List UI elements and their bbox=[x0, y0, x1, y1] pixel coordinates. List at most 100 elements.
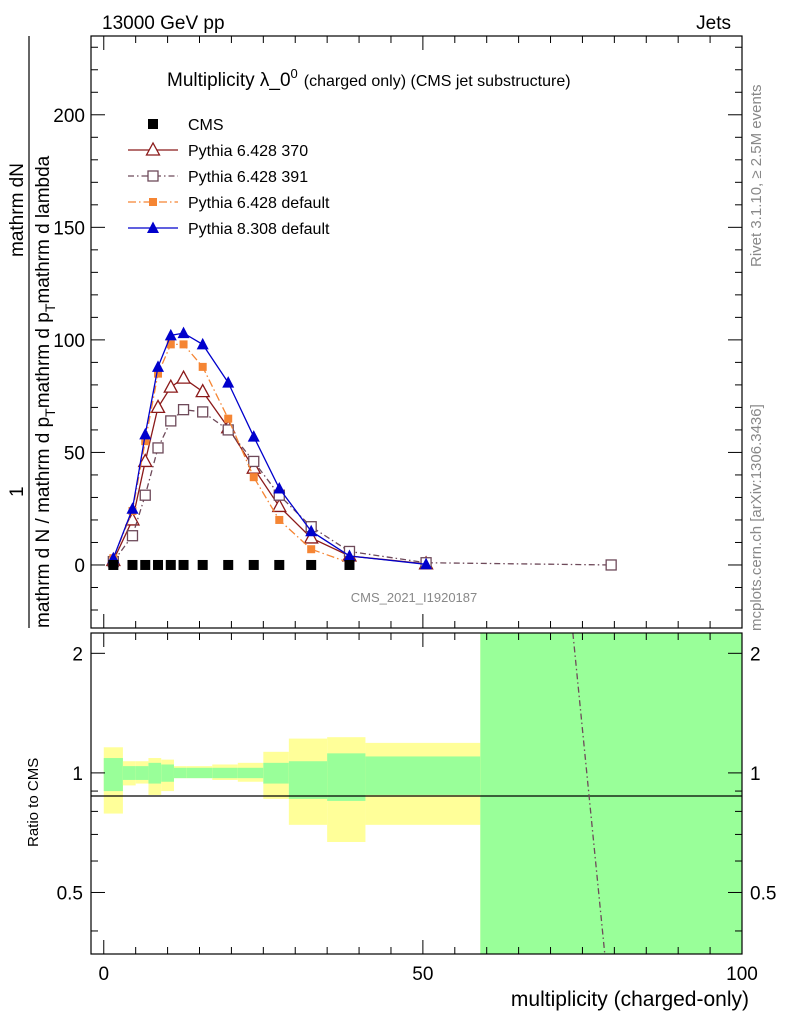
inner-band bbox=[161, 764, 174, 782]
main-title-text: Multiplicity λ_0 bbox=[167, 70, 291, 91]
main-title: Multiplicity λ_00 (charged only) (CMS jet… bbox=[167, 66, 571, 91]
legend-label: CMS bbox=[188, 117, 224, 134]
data-point bbox=[306, 559, 317, 570]
data-point bbox=[273, 481, 286, 494]
inner-band bbox=[237, 767, 264, 779]
header-right: Jets bbox=[696, 13, 731, 34]
data-point bbox=[343, 549, 356, 561]
inner-band bbox=[103, 758, 123, 792]
ratio-ytick-label-right: 0.5 bbox=[750, 883, 776, 904]
inner-band bbox=[288, 761, 328, 799]
analysis-id: CMS_2021_I1920187 bbox=[351, 590, 478, 605]
data-point bbox=[166, 340, 175, 349]
inner-band bbox=[327, 753, 366, 801]
main-ytick-label: 0 bbox=[74, 556, 85, 577]
data-point bbox=[126, 530, 139, 542]
main-ytick-label: 150 bbox=[53, 218, 85, 239]
series-pythia-6-428-391 bbox=[107, 404, 617, 571]
inner-band bbox=[263, 762, 289, 784]
data-point bbox=[271, 498, 287, 513]
ratio-ticks: 0.5 0.5 1 1 2 2 0 50 100 bbox=[57, 633, 776, 985]
ratio-frame bbox=[90, 632, 743, 955]
data-point bbox=[164, 328, 177, 341]
data-point bbox=[126, 502, 139, 514]
data-point bbox=[303, 529, 319, 544]
ylabel-den-part3: mathrm d lambda bbox=[33, 155, 54, 303]
main-ytick-label: 100 bbox=[53, 331, 85, 352]
inner-band bbox=[148, 762, 162, 784]
data-point bbox=[275, 515, 284, 524]
data-point bbox=[163, 378, 179, 393]
series-pythia-6-428-default bbox=[109, 340, 354, 567]
series-line bbox=[112, 408, 612, 566]
data-point bbox=[165, 415, 177, 427]
ratio-xtick-label: 0 bbox=[98, 964, 109, 985]
data-point bbox=[108, 559, 119, 570]
ratio-ytick-label-right: 1 bbox=[750, 764, 761, 785]
main-ticks: 0 50 100 150 200 bbox=[53, 36, 743, 628]
data-point bbox=[198, 362, 207, 371]
ylabel-den-sub1: T bbox=[42, 408, 58, 417]
inner-band bbox=[186, 767, 213, 779]
legend-label: Pythia 8.308 default bbox=[188, 221, 330, 238]
ylabel-den-part2: mathrm d p bbox=[33, 312, 54, 408]
ylabel-numerator: mathrm dN bbox=[7, 163, 28, 257]
ratio-panel: 0.5 0.5 1 1 2 2 0 50 100 Ratio to CMS multiplici… bbox=[25, 632, 776, 1011]
ratio-ytick-label-left: 0.5 bbox=[57, 883, 83, 904]
data-point bbox=[127, 559, 138, 570]
legend-marker bbox=[145, 141, 161, 156]
data-point bbox=[177, 326, 190, 339]
ratio-xtick-label: 100 bbox=[726, 964, 758, 985]
ratio-ytick-label-right: 2 bbox=[750, 644, 761, 665]
data-point bbox=[150, 399, 166, 414]
legend-label: Pythia 6.428 391 bbox=[188, 169, 308, 186]
data-point bbox=[140, 559, 151, 570]
data-point bbox=[178, 559, 189, 570]
main-title-sup: 0 bbox=[291, 66, 298, 81]
data-point bbox=[420, 557, 433, 570]
data-point bbox=[137, 453, 153, 468]
rivet-label: Rivet 3.1.10, ≥ 2.5M events bbox=[748, 85, 765, 268]
ylabel-den-part1: mathrm d N / mathrm d p bbox=[33, 417, 54, 628]
data-point bbox=[197, 406, 209, 418]
legend-marker bbox=[147, 221, 159, 233]
ylabel-numerator-one: 1 bbox=[7, 486, 28, 497]
legend-label: Pythia 6.428 default bbox=[188, 195, 330, 212]
data-point bbox=[139, 427, 152, 440]
data-point bbox=[248, 559, 259, 570]
data-point bbox=[152, 360, 165, 372]
data-point bbox=[605, 559, 617, 571]
legend-label: Pythia 6.428 370 bbox=[188, 143, 308, 160]
data-point bbox=[248, 455, 260, 468]
data-point bbox=[197, 559, 208, 570]
data-point bbox=[177, 404, 190, 416]
legend-marker bbox=[147, 170, 159, 182]
mcplots-label: mcplots.cern.ch [arXiv:1306.3436] bbox=[748, 404, 765, 631]
data-point bbox=[179, 340, 188, 349]
ratio-bands bbox=[103, 633, 742, 954]
data-point bbox=[139, 489, 151, 501]
data-point bbox=[175, 369, 192, 384]
data-point bbox=[222, 424, 234, 436]
data-point bbox=[165, 559, 176, 570]
data-point bbox=[223, 559, 234, 570]
ylabel-denominator: mathrm d N / mathrm d pTmathrm d pTmathr… bbox=[33, 155, 58, 628]
inner-band bbox=[122, 766, 136, 780]
data-point bbox=[249, 473, 258, 482]
data-point bbox=[307, 545, 316, 554]
ratio-ytick-label-left: 1 bbox=[72, 764, 83, 785]
main-title-note: (charged only) (CMS jet substructure) bbox=[304, 73, 571, 90]
inner-band bbox=[365, 756, 481, 795]
data-point bbox=[141, 437, 150, 446]
data-point bbox=[305, 524, 318, 537]
data-point bbox=[224, 414, 233, 423]
xlabel: multiplicity (charged-only) bbox=[511, 988, 749, 1011]
legend: CMS Pythia 6.428 370 Pythia 6.428 391 Pythi… bbox=[128, 117, 330, 238]
legend-marker bbox=[148, 119, 158, 129]
ratio-ylabel: Ratio to CMS bbox=[25, 758, 42, 847]
series-cms bbox=[108, 559, 355, 570]
main-ytick-label: 50 bbox=[64, 443, 85, 464]
ratio-xtick-label: 50 bbox=[412, 964, 433, 985]
